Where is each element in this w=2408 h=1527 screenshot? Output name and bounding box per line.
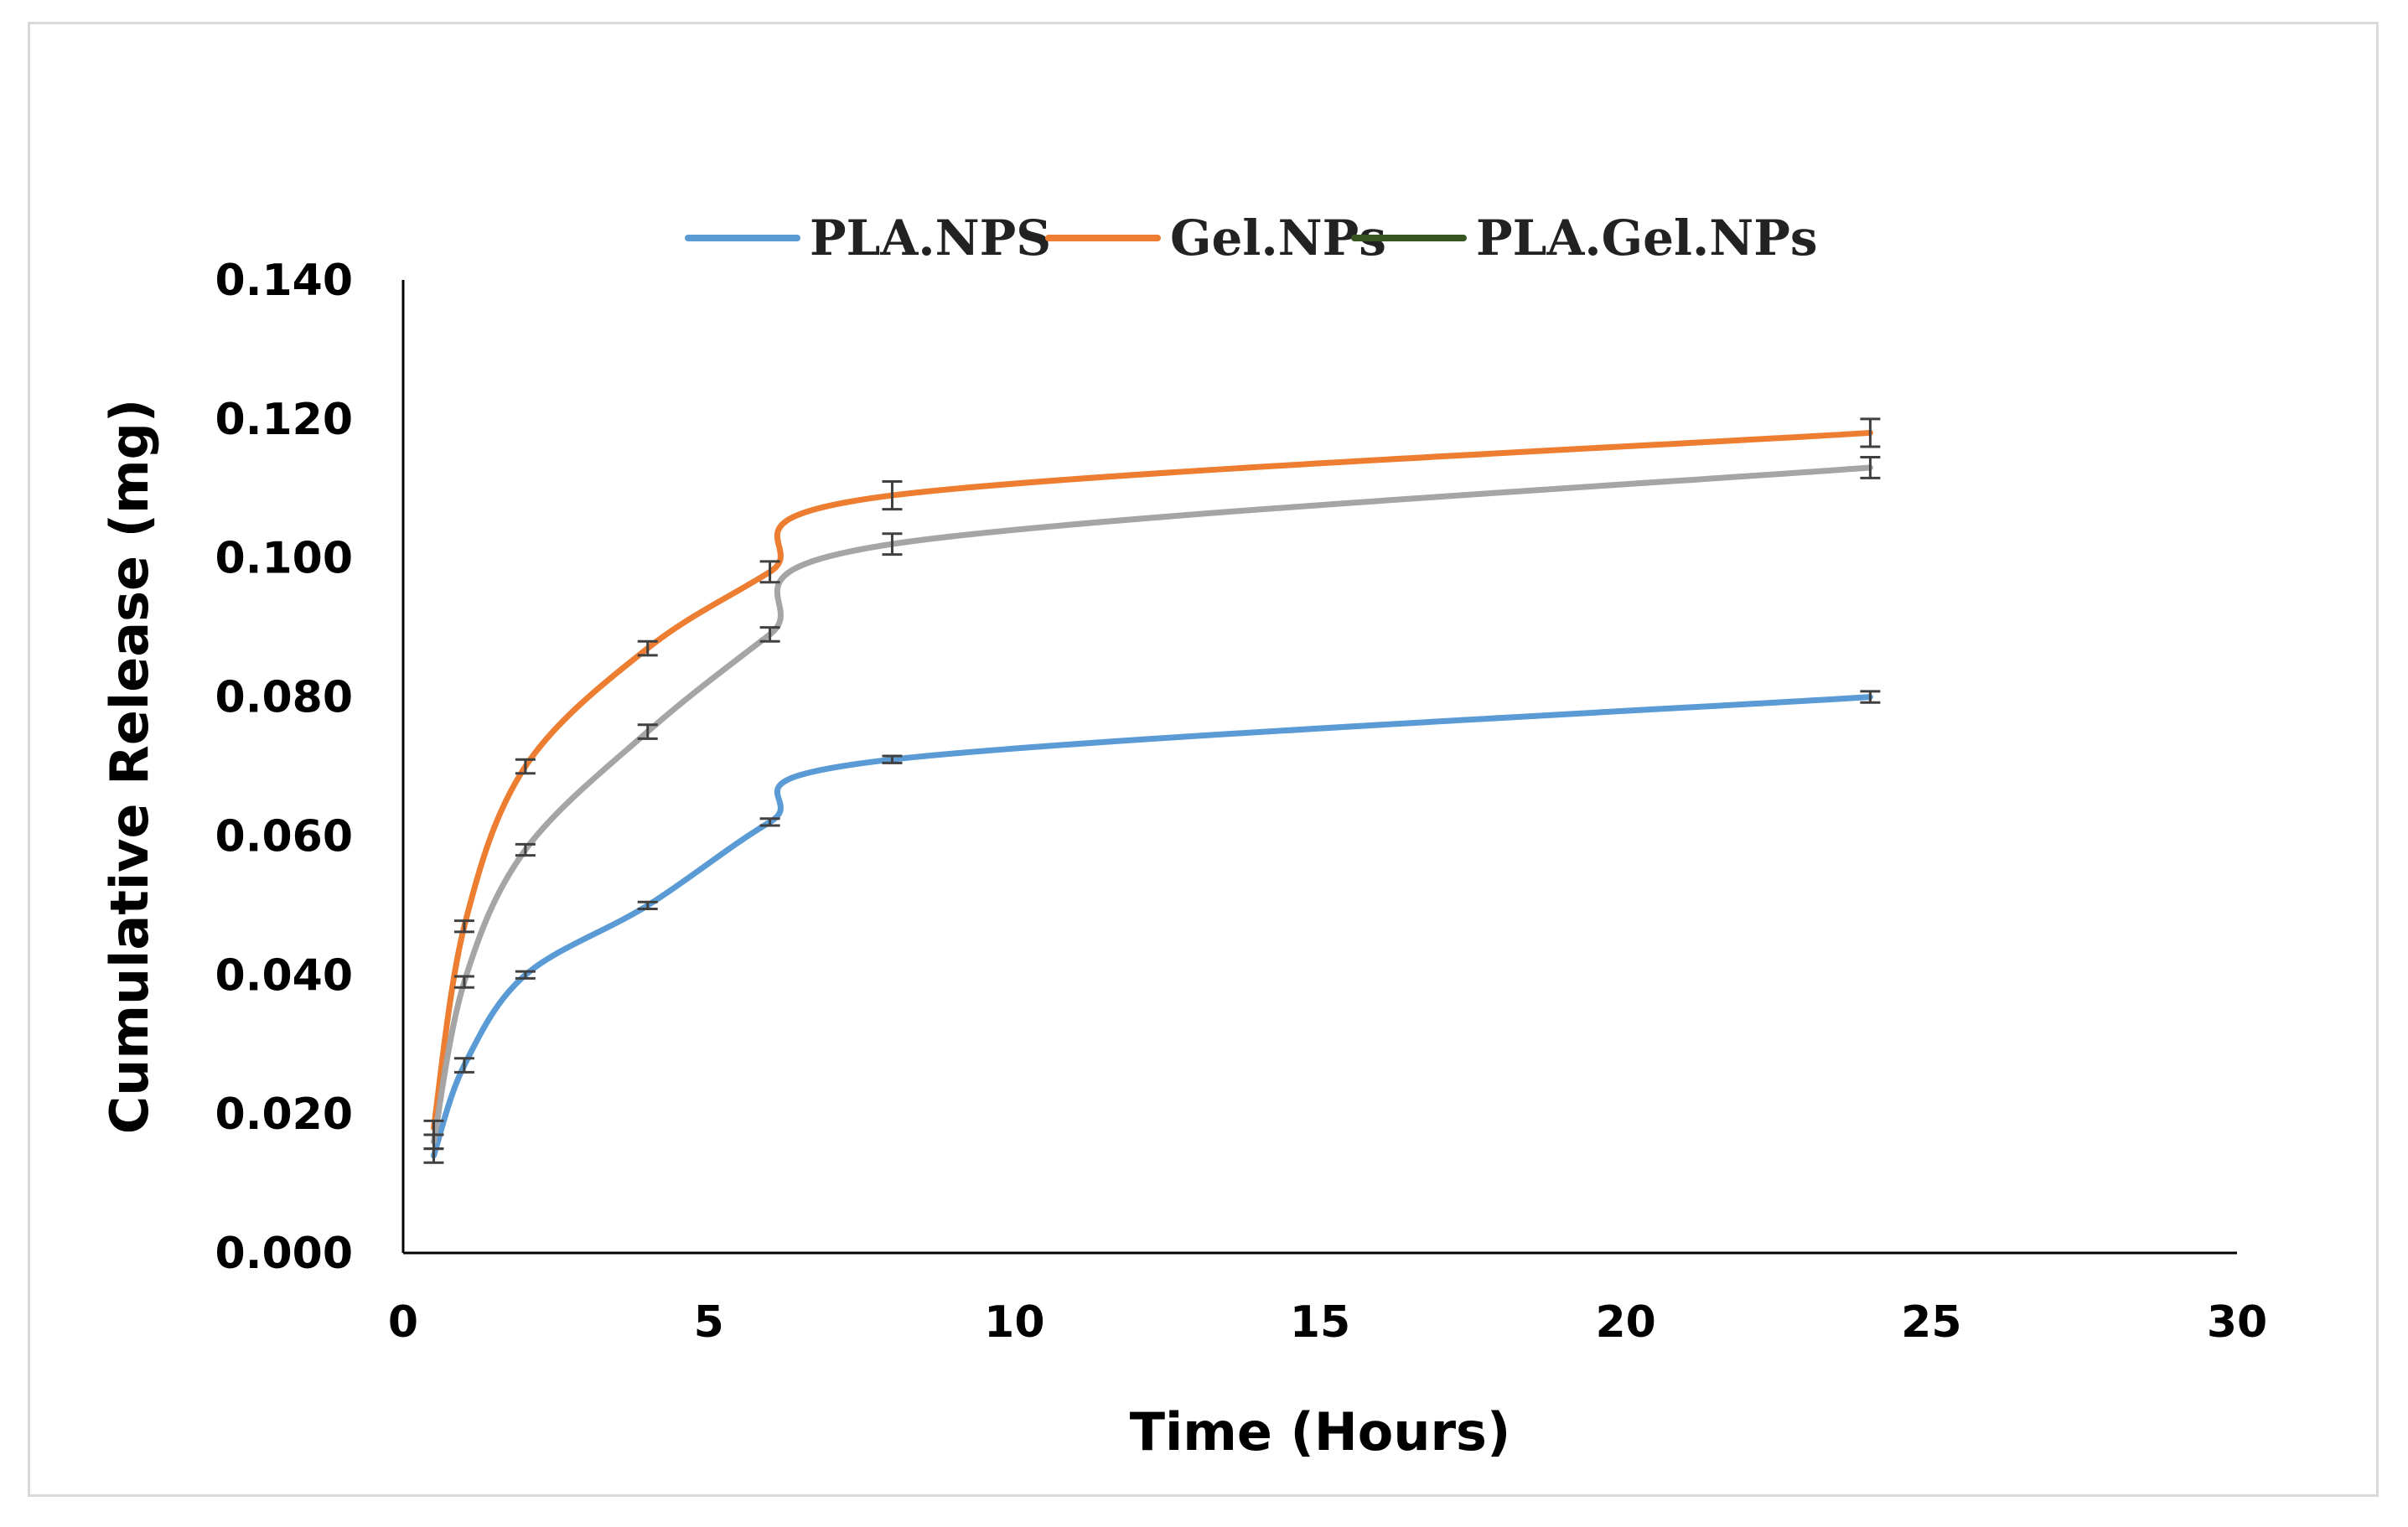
error-bar-gel-nps [759, 560, 780, 584]
error-bar-pla-nps [882, 754, 903, 764]
error-bar-gel-nps [882, 479, 903, 511]
axes [401, 280, 2237, 1255]
legend-label-pla-gel-nps: PLA.Gel.NPs [1476, 210, 1818, 267]
error-bar-gel-nps [453, 919, 474, 934]
legend: PLA.NPS Gel.NPs PLA.Gel.NPs [685, 210, 1818, 267]
y-tick-label: 0.140 [215, 256, 353, 306]
error-bar-gel-nps [1860, 417, 1881, 448]
error-bar-pla-gel-nps [453, 975, 474, 989]
y-tick-label: 0.020 [215, 1090, 353, 1140]
error-bar-pla-nps [759, 817, 780, 827]
error-bar-pla-gel-nps [882, 532, 903, 556]
x-tick-label: 30 [2207, 1297, 2267, 1348]
x-tick-label: 10 [984, 1297, 1044, 1348]
error-bar-gel-nps [637, 639, 658, 657]
y-tick-label: 0.080 [215, 673, 353, 723]
series-line-pla-gel-nps [430, 464, 1873, 1145]
x-tick-labels: 0 5 10 15 20 25 30 [388, 1297, 2267, 1348]
x-axis-title: Time (Hours) [1130, 1401, 1511, 1462]
error-bar-pla-nps [1860, 690, 1881, 704]
series-line-gel-nps [430, 429, 1873, 1131]
error-bar-pla-gel-nps [759, 626, 780, 643]
error-bar-pla-nps [423, 1147, 444, 1164]
x-tick-label: 15 [1290, 1297, 1350, 1348]
y-tick-label: 0.060 [215, 811, 353, 862]
y-tick-label: 0.100 [215, 534, 353, 584]
legend-label-pla-nps: PLA.NPS [810, 210, 1051, 267]
error-bar-pla-gel-nps [1860, 455, 1881, 479]
x-tick-label: 5 [694, 1297, 724, 1348]
y-tick-label: 0.120 [215, 395, 353, 445]
y-tick-label: 0.040 [215, 950, 353, 1001]
x-tick-label: 0 [388, 1297, 418, 1348]
error-bar-pla-gel-nps [637, 723, 658, 740]
y-tick-labels: 0.000 0.020 0.040 0.060 0.080 0.100 0.120 0.140 [215, 256, 353, 1279]
x-tick-label: 20 [1595, 1297, 1655, 1348]
x-tick-label: 25 [1901, 1297, 1961, 1348]
error-bar-pla-nps [637, 900, 658, 911]
series-line-pla-nps [430, 694, 1873, 1159]
y-axis-title: Cumulative Release (mg) [99, 399, 160, 1135]
error-bar-pla-gel-nps [423, 1133, 444, 1151]
error-bar-pla-nps [515, 970, 536, 980]
release-chart: 0 5 10 15 20 25 30 0.0000.0200.0400.0600.0800.… [99, 210, 2267, 1462]
legend-label-gel-nps: Gel.NPs [1170, 210, 1386, 267]
error-bars [423, 417, 1881, 1164]
series-lines [430, 429, 1873, 1159]
error-bar-pla-nps [453, 1057, 474, 1074]
chart-frame: 0 5 10 15 20 25 30 0.000 0.020 0.040 0.060 0.080 0.… [28, 22, 2379, 1497]
error-bar-pla-gel-nps [515, 842, 536, 857]
y-tick-label: 0.000 [215, 1229, 353, 1279]
error-bar-gel-nps [515, 758, 536, 775]
